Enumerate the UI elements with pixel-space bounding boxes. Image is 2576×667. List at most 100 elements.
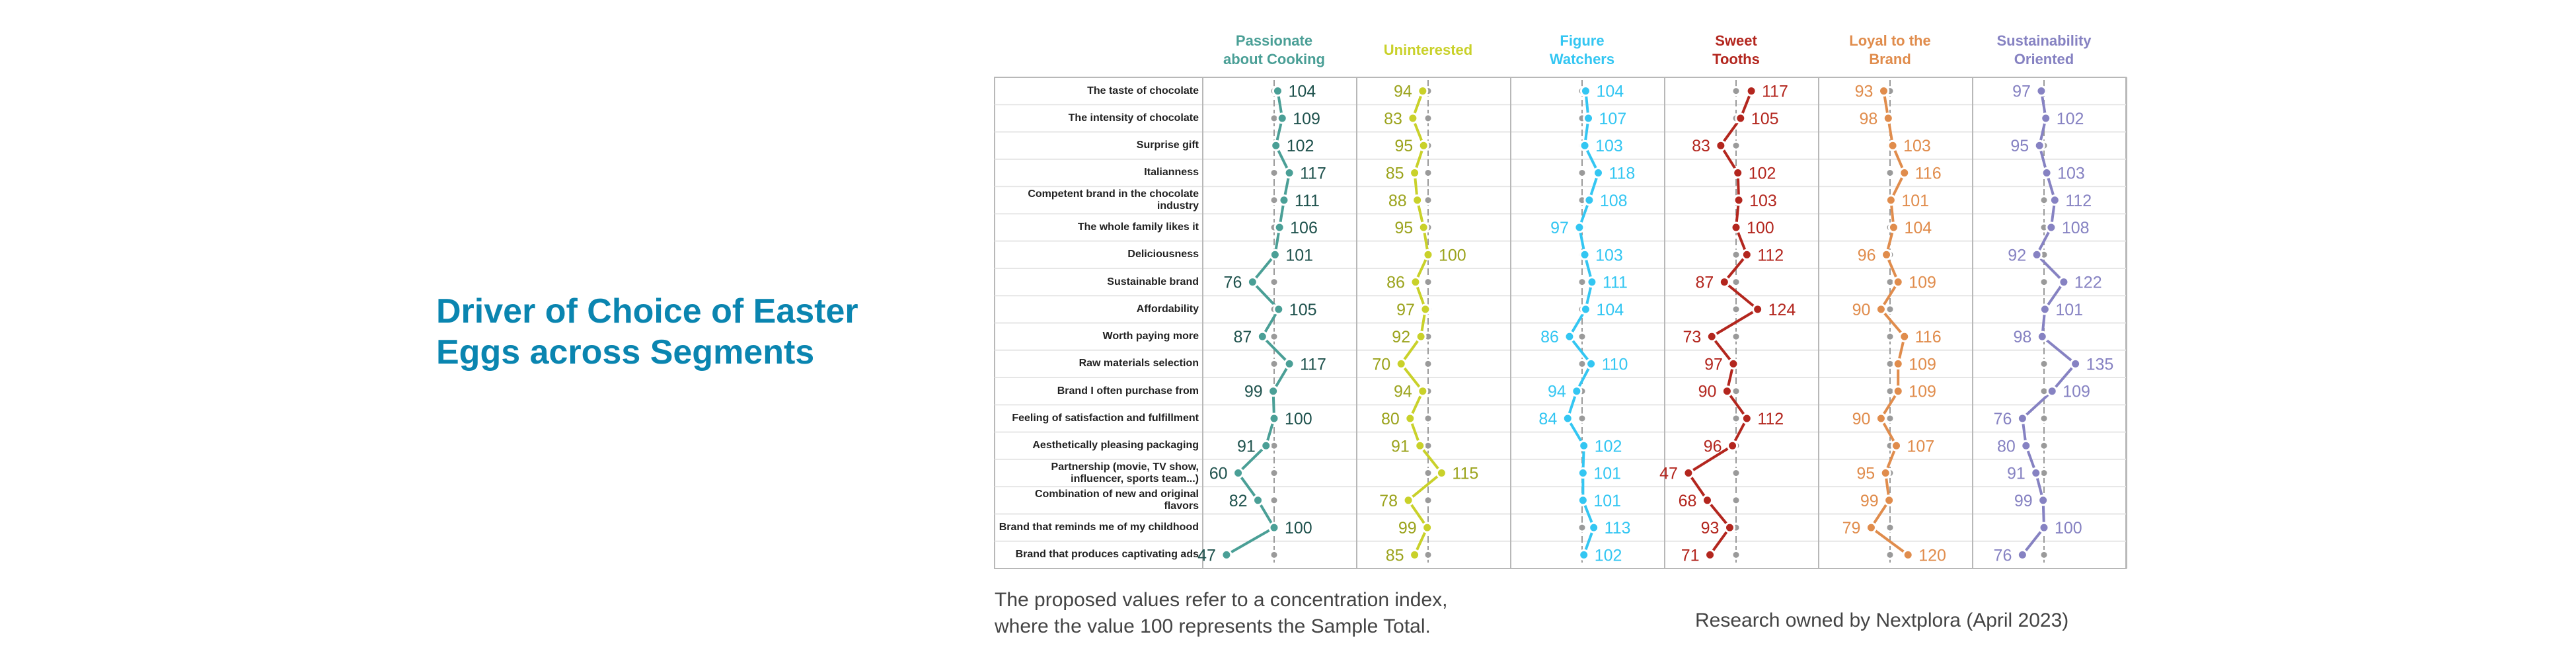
data-point xyxy=(1283,358,1295,370)
data-label: 47 xyxy=(1197,546,1216,565)
data-label: 97 xyxy=(1704,355,1723,373)
row-label: Competent brand in the chocolate industr… xyxy=(998,186,1199,214)
data-point xyxy=(1268,385,1279,397)
data-point xyxy=(1887,221,1899,233)
row-label-text: Partnership (movie, TV show, influencer,… xyxy=(1051,461,1199,485)
row-label-text: Brand that reminds me of my childhood xyxy=(999,522,1199,533)
row-label: Sustainable brand xyxy=(998,268,1199,295)
data-label: 110 xyxy=(1602,355,1628,373)
data-point xyxy=(1410,276,1421,288)
data-point xyxy=(2070,358,2082,370)
reference-dot xyxy=(1731,331,1741,342)
data-point xyxy=(1435,467,1447,479)
data-point xyxy=(2039,303,2051,315)
data-label: 99 xyxy=(2014,492,2033,510)
reference-dot xyxy=(2039,195,2049,206)
data-point xyxy=(1877,85,1889,97)
data-label: 86 xyxy=(1386,274,1405,292)
data-point xyxy=(1221,549,1232,561)
data-label: 109 xyxy=(1293,110,1320,128)
data-label: 108 xyxy=(1600,192,1628,210)
data-label: 109 xyxy=(2063,383,2090,401)
data-label: 95 xyxy=(1394,137,1413,155)
data-label: 85 xyxy=(1386,546,1404,565)
row-label-text: Combination of new and original flavors xyxy=(1035,488,1199,512)
data-point xyxy=(1270,139,1282,151)
data-point xyxy=(1718,276,1730,288)
segment-header-line: Sweet xyxy=(1715,32,1757,49)
data-point xyxy=(1273,303,1285,315)
data-point xyxy=(1588,522,1600,533)
data-label: 101 xyxy=(2055,301,2083,319)
row-label: The taste of chocolate xyxy=(998,77,1199,104)
footnote-line-1: The proposed values refer to a concentra… xyxy=(995,589,1448,611)
data-point xyxy=(1578,440,1590,451)
reference-dot xyxy=(2039,413,2049,424)
data-label: 90 xyxy=(1698,383,1717,401)
row-label: Brand that produces captivating ads xyxy=(998,541,1199,569)
data-label: 71 xyxy=(1681,546,1700,565)
data-point xyxy=(1256,331,1268,342)
data-label: 97 xyxy=(2012,83,2031,101)
segment-header: Figure Watchers xyxy=(1509,32,1655,69)
row-label: Partnership (movie, TV show, influencer,… xyxy=(998,459,1199,487)
reference-dot xyxy=(1731,495,1741,506)
row-label-text: Affordability xyxy=(1136,303,1199,315)
segment-header: Loyal to the Brand xyxy=(1817,32,1963,69)
reference-dot xyxy=(1423,277,1433,288)
data-point xyxy=(2058,276,2070,288)
data-point xyxy=(2049,194,2061,206)
row-label-text: Raw materials selection xyxy=(1079,358,1199,370)
data-point xyxy=(1875,303,1887,315)
footnote: The proposed values refer to a concentra… xyxy=(995,587,1447,640)
data-label: 115 xyxy=(1452,465,1478,483)
data-label: 98 xyxy=(2013,328,2031,346)
reference-dot xyxy=(1423,167,1433,178)
data-label: 103 xyxy=(1595,137,1623,155)
data-point xyxy=(1879,467,1891,479)
data-label: 95 xyxy=(1856,465,1875,483)
data-point xyxy=(1586,276,1598,288)
row-label-text: Deliciousness xyxy=(1127,249,1199,260)
reference-dot xyxy=(2039,549,2049,560)
reference-dot xyxy=(1423,195,1433,206)
row-label: The intensity of chocolate xyxy=(998,104,1199,132)
data-label: 94 xyxy=(1394,83,1412,101)
data-point xyxy=(1745,85,1757,97)
data-label: 101 xyxy=(1593,465,1621,483)
reference-dot xyxy=(1577,522,1587,533)
data-label: 100 xyxy=(1285,410,1312,428)
data-point xyxy=(1721,385,1733,397)
reference-dot xyxy=(1269,195,1279,206)
data-point xyxy=(1733,194,1745,206)
segment-header-line: Sustainability xyxy=(1996,32,2092,49)
data-point xyxy=(2046,385,2058,397)
row-label: Raw materials selection xyxy=(998,350,1199,377)
data-point xyxy=(1273,221,1285,233)
data-point xyxy=(2036,331,2048,342)
data-label: 80 xyxy=(1997,437,2016,455)
segment-header: Sustainability Oriented xyxy=(1971,32,2117,69)
reference-dot xyxy=(1731,249,1741,260)
row-label: Brand that reminds me of my childhood xyxy=(998,514,1199,541)
data-label: 112 xyxy=(1757,410,1784,428)
reference-dot xyxy=(1731,549,1741,560)
data-point xyxy=(1268,412,1280,424)
data-label: 122 xyxy=(2074,274,2102,292)
data-label: 118 xyxy=(1609,164,1635,182)
data-point xyxy=(1883,494,1895,506)
data-label: 117 xyxy=(1300,164,1326,182)
data-point xyxy=(1899,331,1911,342)
data-point xyxy=(1271,85,1283,97)
data-label: 102 xyxy=(1595,546,1622,565)
data-label: 100 xyxy=(1285,519,1312,537)
data-point xyxy=(1579,249,1591,260)
reference-dot xyxy=(2039,358,2049,369)
footnote-line-2: where the value 100 represents the Sampl… xyxy=(995,615,1431,637)
data-label: 73 xyxy=(1683,328,1701,346)
data-label: 47 xyxy=(1659,465,1678,483)
data-point xyxy=(2041,167,2053,178)
row-label: Feeling of satisfaction and fulfillment xyxy=(998,405,1199,432)
data-label: 96 xyxy=(1704,437,1722,455)
